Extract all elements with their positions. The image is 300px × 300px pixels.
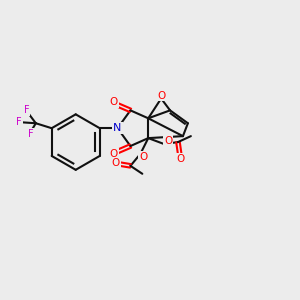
Text: O: O [110,98,118,107]
Text: F: F [16,117,22,127]
Text: O: O [110,149,118,159]
Text: O: O [177,154,185,164]
Text: O: O [157,91,165,100]
Text: O: O [164,136,172,146]
Text: F: F [28,129,34,139]
Text: N: N [113,123,122,133]
Text: O: O [111,158,120,168]
Text: O: O [139,152,147,162]
Text: F: F [24,105,30,116]
